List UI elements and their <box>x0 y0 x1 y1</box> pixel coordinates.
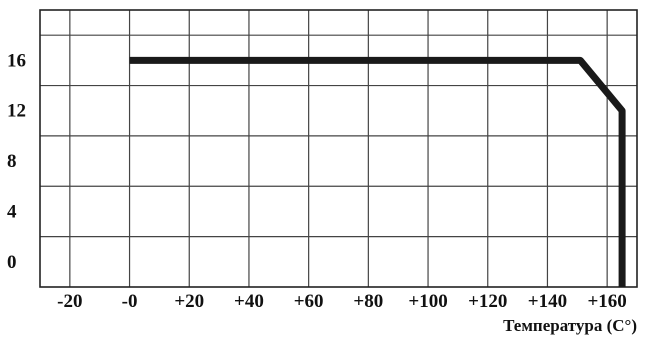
x-tick-label: +140 <box>528 291 567 312</box>
x-tick-label: +160 <box>587 291 626 312</box>
plot-frame <box>39 9 638 288</box>
y-tick-label: 8 <box>7 151 17 172</box>
grid <box>40 10 637 287</box>
x-tick-label: +60 <box>294 291 324 312</box>
x-tick-label: +40 <box>234 291 264 312</box>
y-tick-label: 16 <box>7 50 26 71</box>
x-tick-label: +20 <box>174 291 204 312</box>
y-tick-label: 12 <box>7 101 26 122</box>
y-tick-label: 0 <box>7 252 17 273</box>
x-tick-labels: -20 -0 +20 +40 +60 +80 +100 +120 +140 +160 <box>57 291 627 312</box>
y-tick-labels: 0 4 8 12 16 <box>7 50 26 272</box>
x-tick-label: +80 <box>353 291 383 312</box>
x-tick-label: +120 <box>468 291 507 312</box>
y-tick-label: 4 <box>7 201 17 222</box>
x-tick-label: +100 <box>408 291 447 312</box>
series-line <box>129 56 626 287</box>
x-tick-label: -0 <box>122 291 138 312</box>
x-tick-label: -20 <box>57 291 82 312</box>
x-axis-label: Температура (С°) <box>503 316 637 335</box>
